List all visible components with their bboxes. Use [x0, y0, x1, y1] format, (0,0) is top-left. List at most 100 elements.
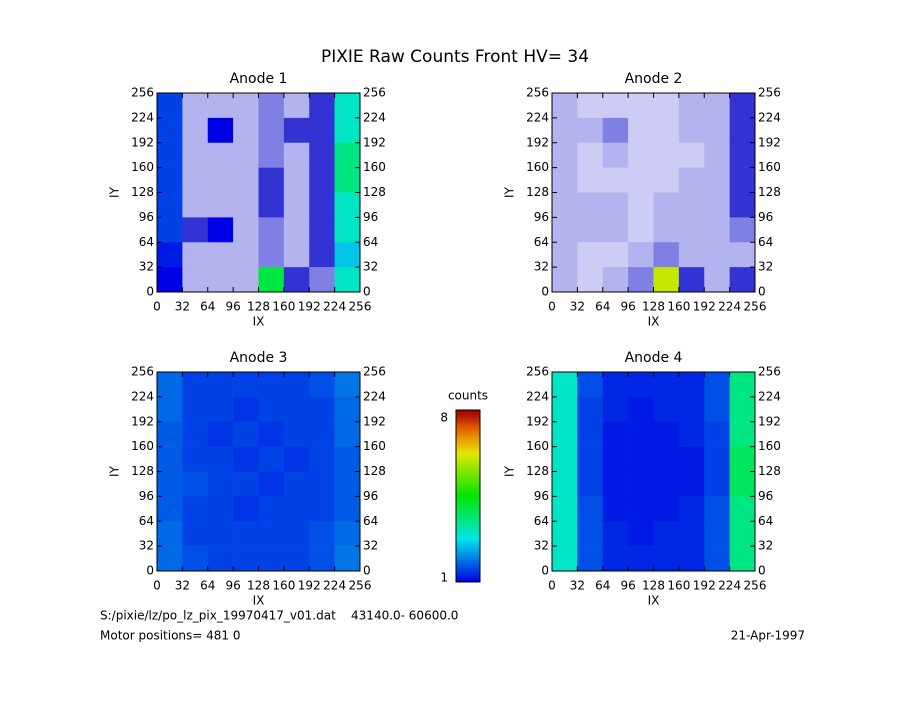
heatmap-cell	[678, 372, 705, 398]
x-tick-label: 160	[272, 300, 295, 314]
heatmap-cell	[157, 93, 183, 119]
heatmap-cell	[577, 192, 604, 218]
y-axis-label: IY	[108, 465, 122, 477]
heatmap-cell	[704, 117, 730, 144]
x-tick-label: 32	[175, 579, 190, 593]
heatmap-cell	[157, 496, 183, 522]
heatmap-cell	[283, 521, 310, 547]
heatmap-cell	[258, 192, 285, 218]
heatmap-cell	[577, 471, 604, 497]
y2-tick-label: 128	[363, 464, 386, 478]
x-tick-label: 0	[548, 579, 556, 593]
heatmap-cell	[207, 396, 234, 423]
heatmap-cell	[182, 117, 209, 144]
x-tick-label: 256	[349, 300, 372, 314]
heatmap-cell	[258, 242, 285, 268]
x-tick-label: 128	[642, 579, 665, 593]
heatmap-cell	[309, 372, 335, 398]
y-tick-label: 224	[131, 110, 154, 124]
heatmap-cell	[628, 192, 654, 218]
heatmap-cell	[653, 267, 680, 293]
heatmap-cell	[309, 117, 335, 144]
heatmap-cell	[653, 117, 680, 144]
y-tick-label: 192	[131, 135, 154, 149]
heatmap-cell	[258, 267, 285, 293]
y2-tick-label: 64	[758, 514, 773, 528]
heatmap-cell	[157, 117, 183, 144]
heatmap-cell	[602, 242, 629, 268]
x-axis-label: IX	[253, 315, 265, 329]
heatmap-cell	[334, 242, 361, 268]
heatmap-cell	[628, 167, 654, 193]
y2-tick-label: 64	[363, 514, 378, 528]
heatmap-cell	[653, 546, 680, 572]
heatmap-cell	[704, 267, 730, 293]
heatmap-cell	[704, 192, 730, 218]
heatmap-cell	[704, 167, 730, 193]
y2-tick-label: 256	[363, 365, 386, 379]
heatmap-cell	[258, 117, 285, 144]
heatmap-cell	[653, 217, 680, 243]
y-tick-label: 32	[534, 539, 549, 553]
heatmap-cell	[729, 496, 756, 522]
y-tick-label: 96	[139, 210, 154, 224]
heatmap-cell	[283, 471, 310, 497]
heatmap-cell	[309, 521, 335, 547]
x-tick-label: 96	[620, 300, 635, 314]
heatmap-cell	[258, 217, 285, 243]
heatmap-cell	[577, 372, 604, 398]
heatmap-cell	[233, 192, 259, 218]
heatmap-cell	[283, 93, 310, 119]
heatmap-cell	[182, 217, 209, 243]
heatmap-cell	[258, 142, 285, 168]
heatmap-cell	[653, 521, 680, 547]
y-tick-label: 128	[131, 464, 154, 478]
heatmap-cell	[729, 471, 756, 497]
x-tick-label: 192	[693, 300, 716, 314]
heatmap-cell	[729, 521, 756, 547]
heatmap-cell	[258, 546, 285, 572]
heatmap-cell	[704, 93, 730, 119]
heatmap-cell	[283, 217, 310, 243]
heatmap-cell	[334, 142, 361, 168]
heatmap-cell	[704, 471, 730, 497]
heatmap-cell	[182, 421, 209, 447]
y-tick-label: 160	[131, 160, 154, 174]
y2-tick-label: 224	[363, 389, 386, 403]
heatmap-cell	[283, 546, 310, 572]
y-tick-label: 160	[526, 439, 549, 453]
y2-tick-label: 0	[758, 285, 766, 299]
heatmap-cell	[704, 546, 730, 572]
y-tick-label: 128	[131, 185, 154, 199]
heatmap-cell	[157, 396, 183, 423]
heatmap-cell	[309, 267, 335, 293]
heatmap-cell	[258, 421, 285, 447]
heatmap-cell	[678, 167, 705, 193]
x-tick-label: 224	[718, 300, 741, 314]
heatmap-cell	[729, 117, 756, 144]
heatmap-cell	[157, 167, 183, 193]
y-tick-label: 32	[534, 260, 549, 274]
heatmap-cell	[628, 142, 654, 168]
heatmap-cell	[628, 242, 654, 268]
y2-tick-label: 128	[758, 464, 781, 478]
heatmap-cell	[334, 192, 361, 218]
heatmap-cell	[552, 471, 578, 497]
heatmap-cell	[283, 167, 310, 193]
heatmap-cell	[157, 142, 183, 168]
x-tick-label: 128	[247, 300, 270, 314]
y-tick-label: 224	[526, 389, 549, 403]
heatmap-cell	[678, 242, 705, 268]
heatmap-cell	[704, 446, 730, 472]
heatmap-cell	[233, 93, 259, 119]
heatmap-cell	[602, 93, 629, 119]
heatmap-cell	[602, 421, 629, 447]
heatmap-cell	[678, 93, 705, 119]
y-tick-label: 32	[139, 260, 154, 274]
heatmap-cell	[309, 546, 335, 572]
heatmap-cell	[678, 217, 705, 243]
heatmap-cell	[182, 446, 209, 472]
y2-tick-label: 160	[758, 160, 781, 174]
heatmap-cell	[207, 421, 234, 447]
heatmap-cell	[334, 217, 361, 243]
